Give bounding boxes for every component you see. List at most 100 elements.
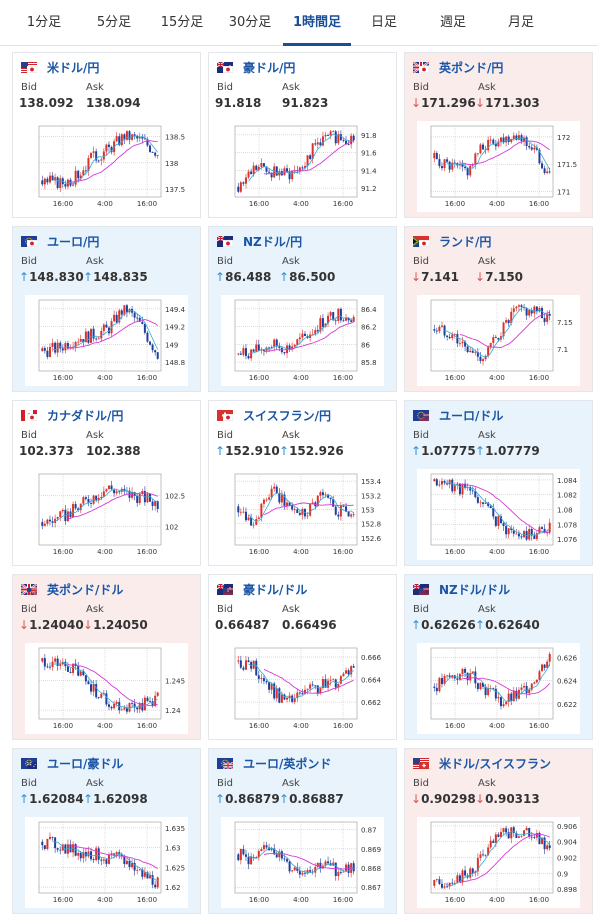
pair-name[interactable]: ユーロ/英ポンド: [243, 756, 332, 771]
pair-title[interactable]: 英ポンド/円: [413, 59, 503, 75]
mini-candle-chart[interactable]: 0.626 0.624 0.622 16:00 4:00 16:00: [417, 643, 580, 734]
mini-candle-chart[interactable]: 1.084 1.082 1.08 1.078 1.076 16:00 4:00 16:00: [417, 469, 580, 560]
pair-name[interactable]: カナダドル/円: [47, 408, 124, 423]
pair-title[interactable]: 米ドル/円: [21, 59, 99, 75]
rate-card[interactable]: 英ポンド/円 Bid Ask ↓171.296 ↓171.303 172 171.5 171 1…: [404, 52, 593, 218]
pair-title[interactable]: 米ドル/スイスフラン: [413, 755, 551, 771]
mini-candle-chart[interactable]: 86.4 86.2 86 85.8 16:00 4:00 16:00: [221, 295, 384, 386]
pair-title[interactable]: 豪ドル/ドル: [217, 581, 307, 597]
pair-title[interactable]: ランド/円: [413, 233, 491, 249]
candle-body: [105, 324, 108, 328]
mini-candle-chart[interactable]: 1.245 1.24 16:00 4:00 16:00: [25, 643, 188, 734]
tab-6[interactable]: 週足: [439, 15, 466, 30]
tab-0[interactable]: 1分足: [26, 15, 62, 30]
mini-candle-chart[interactable]: 172 171.5 171 16:00 4:00 16:00: [417, 121, 580, 212]
rate-card[interactable]: 豪ドル/円 Bid Ask 91.818 91.823 91.8 91.6 91.4 91.2 1…: [208, 52, 397, 218]
pair-name[interactable]: 米ドル/スイスフラン: [439, 756, 552, 771]
candle-body: [528, 146, 531, 148]
candle-body: [255, 344, 258, 352]
candle-body: [530, 529, 533, 536]
mini-candle-chart[interactable]: 138.5 138 137.5 16:00 4:00 16:00: [25, 121, 188, 212]
tab-3[interactable]: 30分足: [228, 15, 272, 30]
pair-title[interactable]: 英ポンド/ドル: [21, 581, 123, 597]
rate-card[interactable]: ユーロ/ドル Bid Ask ↑1.07775 ↑1.07779 1.084 1.082 1.…: [404, 400, 593, 566]
tab-4[interactable]: 1時間足: [283, 0, 351, 46]
candle-body: [512, 827, 515, 834]
currency-flags-icon: [217, 235, 233, 247]
pair-title[interactable]: カナダドル/円: [21, 407, 123, 423]
candle-body: [239, 660, 242, 668]
rate-card[interactable]: ユーロ/豪ドル Bid Ask ↑1.62084 ↑1.62098 1.635 1.63 1.…: [12, 748, 201, 914]
tab-7[interactable]: 月足: [507, 15, 534, 30]
pair-name[interactable]: ユーロ/豪ドル: [47, 756, 124, 771]
ask-label: Ask: [478, 604, 496, 615]
arrow-up-icon: ↑: [215, 444, 226, 458]
pair-name[interactable]: 米ドル/円: [47, 60, 100, 75]
mini-candle-chart[interactable]: 7.15 7.1 16:00 4:00 16:00: [417, 295, 580, 386]
pair-name[interactable]: 英ポンド/ドル: [47, 582, 124, 597]
pair-name[interactable]: ユーロ/ドル: [439, 408, 504, 423]
pair-name[interactable]: 英ポンド/円: [439, 60, 504, 75]
mini-candle-chart[interactable]: 102.5 102 16:00 4:00 16:00: [25, 469, 188, 560]
x-tick-label: 16:00: [53, 200, 73, 208]
pair-title[interactable]: ユーロ/英ポンド: [217, 755, 331, 771]
mini-candle-chart[interactable]: 0.666 0.664 0.662 16:00 4:00 16:00: [221, 643, 384, 734]
mini-candle-chart[interactable]: 0.906 0.904 0.902 0.9 0.898 16:00 4:00 16:00: [417, 817, 580, 908]
candle-body: [255, 660, 258, 676]
candle-body: [87, 157, 90, 172]
pair-name[interactable]: 豪ドル/ドル: [243, 582, 308, 597]
candle-body: [273, 683, 276, 699]
rate-card[interactable]: 英ポンド/ドル Bid Ask ↓1.24040 ↓1.24050 1.245 1.24 16…: [12, 574, 201, 740]
y-tick-label: 0.9: [557, 870, 568, 878]
rate-card[interactable]: カナダドル/円 Bid Ask 102.373 102.388 102.5 102 16:00…: [12, 400, 201, 566]
candle-body: [252, 165, 255, 175]
pair-title[interactable]: ユーロ/豪ドル: [21, 755, 123, 771]
mini-candle-chart[interactable]: 1.635 1.63 1.625 1.62 16:00 4:00 16:00: [25, 817, 188, 908]
rate-card[interactable]: NZドル/ドル Bid Ask ↑0.62626 ↑0.62640 0.626 0.624 0…: [404, 574, 593, 740]
tab-1[interactable]: 5分足: [96, 15, 132, 30]
candle-body: [237, 660, 240, 662]
ask-price-value: 171.303: [485, 96, 540, 110]
rate-card[interactable]: ユーロ/英ポンド Bid Ask ↑0.86879 ↑0.86887 0.87 0.869 0…: [208, 748, 397, 914]
candle-body: [293, 698, 296, 702]
pair-title[interactable]: ユーロ/ドル: [413, 407, 503, 423]
candle-body: [451, 162, 454, 170]
candle-body: [120, 854, 123, 856]
candle-body: [286, 502, 289, 506]
tab-5[interactable]: 日足: [370, 15, 397, 30]
rate-card[interactable]: 米ドル/スイスフラン Bid Ask ↓0.90298 ↓0.90313 0.906 0.9…: [404, 748, 593, 914]
rate-card[interactable]: スイスフラン/円 Bid Ask ↑152.910 ↑152.926 153.4 153.2…: [208, 400, 397, 566]
pair-name[interactable]: ランド/円: [439, 234, 492, 249]
pair-title[interactable]: ユーロ/円: [21, 233, 99, 249]
candle-body: [242, 667, 245, 670]
y-tick-label: 1.084: [557, 477, 578, 485]
rate-card[interactable]: NZドル/円 Bid Ask ↑86.488 ↑86.500 86.4 86.2 86 85.8…: [208, 226, 397, 392]
candle-body: [314, 685, 317, 687]
tab-2[interactable]: 15分足: [160, 15, 204, 30]
mini-candle-chart[interactable]: 149.4 149.2 149 148.8 16:00 4:00 16:00: [25, 295, 188, 386]
rate-card[interactable]: ランド/円 Bid Ask ↓7.141 ↓7.150 7.15 7.1 16:00 4:00 1…: [404, 226, 593, 392]
ask-label: Ask: [282, 256, 300, 267]
mini-candle-chart[interactable]: 0.87 0.869 0.868 0.867 16:00 4:00 16:00: [221, 817, 384, 908]
pair-name[interactable]: NZドル/円: [243, 234, 303, 249]
mini-candle-chart[interactable]: 91.8 91.6 91.4 91.2 16:00 4:00 16:00: [221, 121, 384, 212]
rate-card[interactable]: 米ドル/円 Bid Ask 138.092 138.094 138.5 138 137.5 16…: [12, 52, 201, 218]
candle-body: [141, 136, 144, 139]
currency-flags-icon: [21, 61, 37, 73]
candle-body: [90, 328, 93, 343]
candle-body: [265, 499, 268, 501]
pair-title[interactable]: スイスフラン/円: [217, 407, 331, 423]
pair-title[interactable]: NZドル/円: [217, 233, 302, 249]
mini-candle-chart[interactable]: 153.4 153.2 153 152.8 152.6 16:00 4:00 16:00: [221, 469, 384, 560]
pair-name[interactable]: 豪ドル/円: [243, 60, 296, 75]
moving-average-long-line: [67, 663, 158, 707]
pair-name[interactable]: ユーロ/円: [47, 234, 100, 249]
rate-card[interactable]: ユーロ/円 Bid Ask ↑148.830 ↑148.835 149.4 149.2 149…: [12, 226, 201, 392]
pair-name[interactable]: NZドル/ドル: [439, 582, 511, 597]
candle-body: [270, 347, 273, 349]
pair-title[interactable]: NZドル/ドル: [413, 581, 510, 597]
rate-card[interactable]: 豪ドル/ドル Bid Ask 0.66487 0.66496 0.666 0.664 0.66…: [208, 574, 397, 740]
pair-title[interactable]: 豪ドル/円: [217, 59, 295, 75]
pair-name[interactable]: スイスフラン/円: [243, 408, 332, 423]
candle-body: [461, 341, 464, 344]
